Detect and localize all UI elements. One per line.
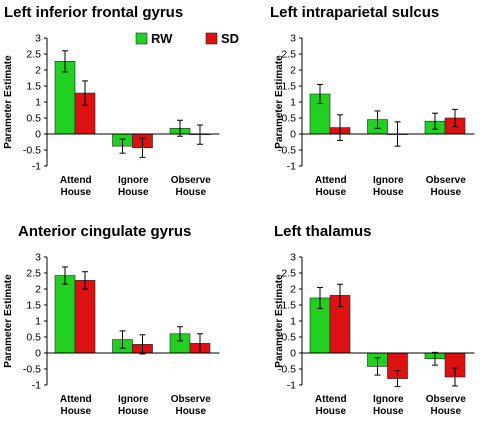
category-label: House — [60, 406, 91, 417]
y-tick-label: 2 — [35, 284, 41, 296]
category-label: House — [118, 187, 149, 198]
y-axis-label: Parameter Estimate — [3, 274, 14, 368]
category-label: House — [60, 187, 91, 198]
y-tick-label: 2 — [35, 65, 41, 77]
y-tick-label: 3 — [35, 252, 41, 264]
chart-panel-3: Anterior cingulate gyrus Parameter Estima… — [3, 223, 220, 417]
y-axis-label: Parameter Estimate — [274, 274, 285, 368]
y-tick-label: 2.5 — [281, 49, 296, 61]
legend-label-rw: RW — [151, 31, 173, 46]
y-tick-label: 2 — [290, 284, 296, 296]
category-label: Observe — [171, 394, 211, 405]
y-tick-label: 0.5 — [281, 113, 296, 125]
category-label: Ignore — [373, 175, 404, 186]
category-label: Observe — [426, 175, 466, 186]
legend: RW SD — [135, 31, 239, 46]
y-tick-label: 0 — [290, 348, 296, 360]
y-tick-label: 1.5 — [26, 300, 41, 312]
category-label: Observe — [426, 394, 466, 405]
y-tick-label: 0.5 — [281, 332, 296, 344]
category-label: House — [430, 187, 461, 198]
category-label: Attend — [315, 175, 347, 186]
legend-swatch-rw — [135, 32, 148, 45]
y-tick-label: 1.5 — [281, 81, 296, 93]
y-tick-label: 3 — [35, 33, 41, 45]
y-tick-label: 1 — [290, 316, 296, 328]
y-tick-label: 1 — [35, 97, 41, 109]
y-tick-label: 2.5 — [26, 268, 41, 280]
chart-panel-2: Left intraparietal sulcus Parameter Estim… — [270, 4, 475, 198]
y-axis-label: Parameter Estimate — [3, 55, 14, 149]
legend-label-sd: SD — [221, 31, 239, 46]
chart-panel-1: Left inferior frontal gyrus Parameter Est… — [3, 4, 220, 198]
category-label: House — [315, 406, 346, 417]
y-tick-label: 2.5 — [26, 49, 41, 61]
y-tick-label: 2.5 — [281, 268, 296, 280]
y-tick-label: -1 — [32, 161, 41, 173]
y-tick-label: -0.5 — [23, 145, 41, 157]
category-label: House — [315, 187, 346, 198]
category-label: House — [430, 406, 461, 417]
category-label: House — [118, 406, 149, 417]
category-label: Ignore — [118, 175, 149, 186]
chart-title: Anterior cingulate gyrus — [18, 223, 191, 240]
y-tick-label: 1.5 — [281, 300, 296, 312]
category-label: Ignore — [118, 394, 149, 405]
chart-panel-4: Left thalamus Parameter Estimate 3 2.5 2 1.5 1… — [274, 223, 475, 417]
y-tick-label: 1.5 — [26, 81, 41, 93]
bar-rw-attend-house — [54, 275, 76, 354]
y-tick-label: -1 — [32, 380, 41, 392]
chart-panels: Left inferior frontal gyrus Parameter Est… — [3, 4, 475, 417]
chart-title: Left inferior frontal gyrus — [4, 4, 183, 21]
category-label: Ignore — [373, 394, 404, 405]
category-label: House — [373, 406, 404, 417]
category-label: House — [175, 406, 206, 417]
y-tick-label: 0 — [290, 129, 296, 141]
category-label: House — [373, 187, 404, 198]
y-tick-label: 0 — [35, 129, 41, 141]
category-label: Observe — [171, 175, 211, 186]
chart-title: Left intraparietal sulcus — [270, 4, 439, 21]
y-tick-label: 3 — [290, 252, 296, 264]
y-tick-label: -1 — [287, 161, 296, 173]
y-tick-label: -0.5 — [278, 145, 296, 157]
y-tick-label: 2 — [290, 65, 296, 77]
y-tick-label: 1 — [290, 97, 296, 109]
legend-swatch-sd — [205, 32, 218, 45]
y-tick-label: 0.5 — [26, 113, 41, 125]
category-label: Attend — [315, 394, 347, 405]
category-label: House — [175, 187, 206, 198]
y-tick-label: 0 — [35, 348, 41, 360]
y-tick-label: -0.5 — [23, 364, 41, 376]
chart-title: Left thalamus — [274, 223, 372, 240]
y-tick-label: 1 — [35, 316, 41, 328]
category-label: Attend — [60, 175, 92, 186]
y-tick-label: -0.5 — [278, 364, 296, 376]
category-label: Attend — [60, 394, 92, 405]
bar-sd-attend-house — [74, 280, 96, 354]
y-tick-label: -1 — [287, 380, 296, 392]
y-tick-label: 0.5 — [26, 332, 41, 344]
y-tick-label: 3 — [290, 33, 296, 45]
y-axis-label: Parameter Estimate — [274, 55, 285, 149]
